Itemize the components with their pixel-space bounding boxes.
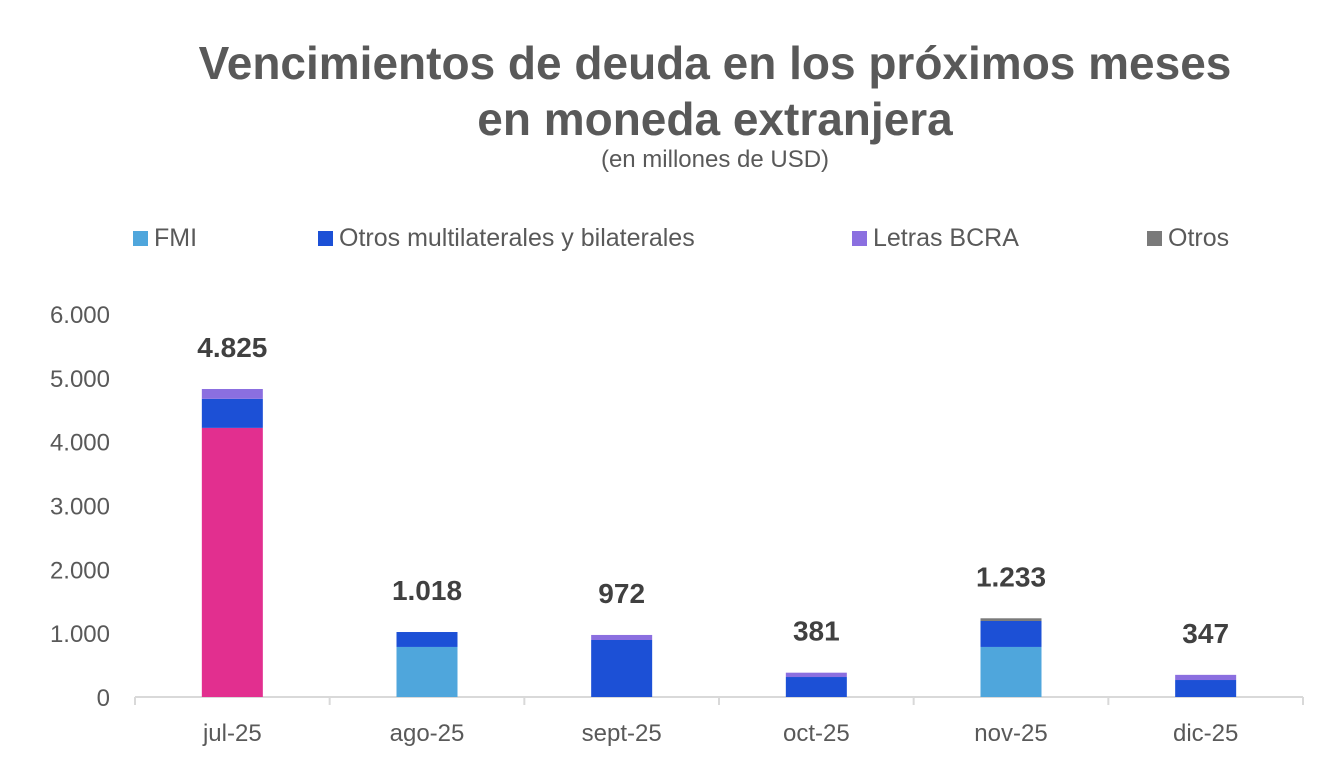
total-data-label: 4.825 xyxy=(197,332,267,363)
x-tick-label: oct-25 xyxy=(783,720,850,747)
legend-item-otros-multilaterales: Otros multilaterales y bilaterales xyxy=(318,224,695,253)
legend-swatch xyxy=(133,231,148,246)
x-tick-label: ago-25 xyxy=(390,720,465,747)
x-tick-label: nov-25 xyxy=(974,720,1047,747)
total-data-label: 1.018 xyxy=(392,575,462,606)
legend-swatch xyxy=(1147,231,1162,246)
legend-item-fmi: FMI xyxy=(133,224,197,253)
bar-segment-letras-bcra xyxy=(785,672,847,678)
bar-segment-fmi xyxy=(201,427,263,697)
bar-segment-otros-multilaterales-y-bilaterales xyxy=(591,639,653,697)
y-tick-label: 5.000 xyxy=(50,366,110,393)
legend-item-letras-bcra: Letras BCRA xyxy=(852,224,1019,253)
y-tick-label: 1.000 xyxy=(50,621,110,648)
legend-swatch xyxy=(852,231,867,246)
x-tick-label: dic-25 xyxy=(1173,720,1238,747)
total-data-label: 1.233 xyxy=(976,561,1046,592)
bar-segment-otros-multilaterales-y-bilaterales xyxy=(785,677,847,697)
legend-label: FMI xyxy=(154,224,198,252)
legend-label: Otros multilaterales y bilaterales xyxy=(339,224,695,252)
chart-title-line-1: Vencimientos de deuda en los próximos me… xyxy=(198,37,1232,89)
bar-segment-letras-bcra xyxy=(1175,674,1237,681)
legend-label: Letras BCRA xyxy=(873,224,1019,252)
chart-subtitle: (en millones de USD) xyxy=(600,146,830,173)
bar-segment-letras-bcra xyxy=(201,389,263,399)
legend-label: Otros xyxy=(1168,224,1230,252)
bar-segment-otros-multilaterales-y-bilaterales xyxy=(396,632,458,647)
y-tick-label: 4.000 xyxy=(50,430,110,457)
bar-segment-otros-multilaterales-y-bilaterales xyxy=(201,398,263,428)
bar-segment-otros xyxy=(980,618,1042,621)
chart-title-line-2: en moneda extranjera xyxy=(477,93,953,145)
legend-swatch xyxy=(318,231,333,246)
x-tick-label: jul-25 xyxy=(202,720,262,747)
y-tick-label: 3.000 xyxy=(50,494,110,521)
total-data-label: 347 xyxy=(1182,618,1229,649)
total-data-label: 972 xyxy=(598,578,645,609)
legend-item-otros: Otros xyxy=(1147,224,1229,253)
y-tick-label: 0 xyxy=(97,685,110,712)
x-tick-label: sept-25 xyxy=(582,720,662,747)
bar-segment-letras-bcra xyxy=(591,634,653,640)
bar-segment-fmi xyxy=(396,646,458,697)
bar-segment-otros-multilaterales-y-bilaterales xyxy=(1175,680,1237,697)
bar-segment-fmi xyxy=(980,646,1042,697)
y-tick-label: 2.000 xyxy=(50,557,110,584)
total-data-label: 381 xyxy=(793,616,840,647)
y-tick-label: 6.000 xyxy=(50,302,110,329)
bar-segment-otros-multilaterales-y-bilaterales xyxy=(980,620,1042,647)
